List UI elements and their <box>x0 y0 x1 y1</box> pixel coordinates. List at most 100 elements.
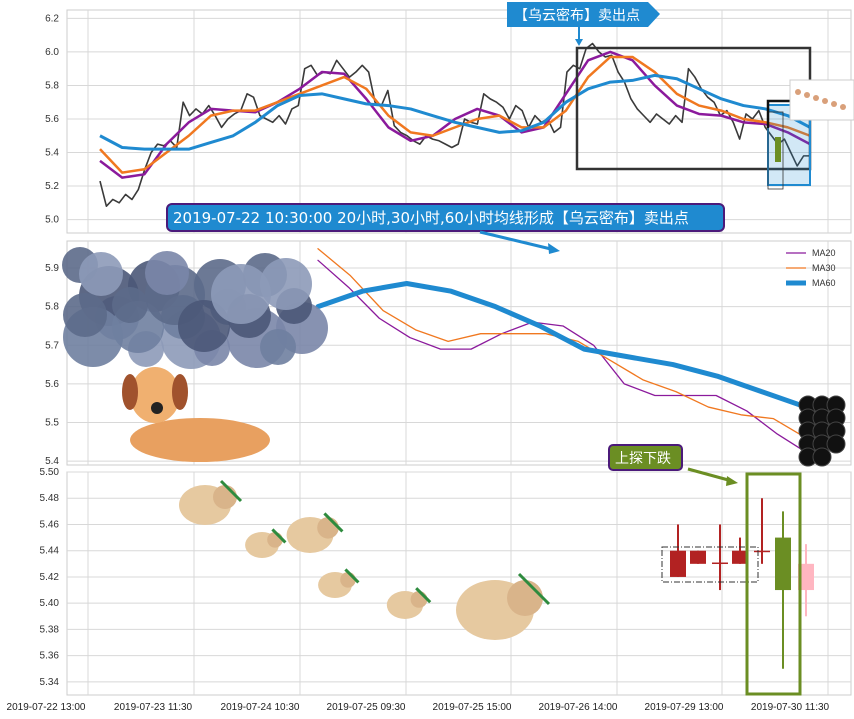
flying-dog <box>456 572 551 640</box>
dog-nose <box>151 402 163 414</box>
x-tick-label: 2019-07-25 09:30 <box>327 702 406 713</box>
candle-body <box>712 562 728 565</box>
thumbnail-dog <box>840 104 846 110</box>
candle-body <box>798 563 814 591</box>
cloud-blob <box>178 300 230 352</box>
candle-body <box>670 550 686 577</box>
flying-dog <box>286 512 344 553</box>
y-tick-label: 5.40 <box>40 598 60 609</box>
y-tick-label: 5.36 <box>40 651 60 662</box>
x-tick-label: 2019-07-25 15:00 <box>433 702 512 713</box>
dog-head <box>213 485 237 509</box>
dog-head <box>340 572 356 588</box>
candle-body <box>690 550 706 564</box>
series-ma20 <box>317 259 809 455</box>
propeller <box>517 572 551 606</box>
legend-label: MA30 <box>812 263 836 273</box>
thumbnail-dog <box>804 92 810 98</box>
y-tick-label: 5.38 <box>40 624 60 635</box>
bracket-mark <box>766 99 790 128</box>
y-tick-label: 5.50 <box>40 467 60 478</box>
arrow-shaft <box>479 230 556 252</box>
arrow-head <box>726 476 738 486</box>
annotation-box <box>608 444 683 471</box>
thumbnail-dog <box>822 98 828 104</box>
series-ma60 <box>99 73 811 151</box>
x-tick-label: 2019-07-22 13:00 <box>7 702 86 713</box>
candle-panel: 5.34 5.36 5.38 5.40 5.42 5.44 5.46 5.48 5.50 2019… <box>7 467 852 713</box>
y-tick-label: 5.2 <box>45 181 59 192</box>
legend-label: MA60 <box>812 278 836 288</box>
dog-illustration <box>122 367 270 462</box>
price-panel: 5.0 5.2 5.4 5.6 5.8 6.0 6.2 <box>45 9 854 234</box>
cloud-blob <box>211 264 271 324</box>
propeller <box>323 512 344 533</box>
dog-head <box>130 367 180 423</box>
cloud-blob <box>145 251 189 295</box>
y-tick-label: 5.4 <box>45 456 59 467</box>
y-tick-label: 5.9 <box>45 263 59 274</box>
dog-body <box>130 418 270 462</box>
dog-ear <box>172 374 188 410</box>
mini-candle <box>775 137 781 162</box>
decorations <box>62 247 846 640</box>
inset-thumbnail <box>789 79 854 121</box>
y-tick-label: 5.8 <box>45 302 59 313</box>
cloud-blob <box>112 287 148 323</box>
dog-head <box>410 591 428 608</box>
candle <box>732 537 748 564</box>
annotations: 【乌云密布】卖出点 2019-07-22 10:30:00 20小时,30小时,6… <box>166 2 738 486</box>
dark-cloud-blob <box>826 434 846 454</box>
x-tick-label: 2019-07-23 11:30 <box>114 702 193 713</box>
propeller <box>271 528 287 544</box>
candle-body <box>775 537 791 591</box>
y-tick-label: 5.34 <box>40 677 60 688</box>
annotation-box <box>166 203 725 232</box>
annotation-probe-up-fall: 上探下跌 <box>608 444 738 486</box>
y-tick-label: 6.0 <box>45 47 59 58</box>
candle-body <box>732 550 748 564</box>
dog-head <box>317 517 339 539</box>
cloud-blob <box>260 329 296 365</box>
thumbnail-dog <box>813 95 819 101</box>
arrow-head <box>575 39 583 46</box>
legend-label: MA20 <box>812 248 836 258</box>
flying-dog <box>179 479 243 525</box>
candle-body <box>754 550 770 553</box>
y-tick-label: 5.48 <box>40 493 60 504</box>
highlight-box-green <box>745 472 802 696</box>
y-tick-label: 5.0 <box>45 215 59 226</box>
series-close <box>99 42 810 207</box>
candle <box>690 550 706 564</box>
x-tick-label: 2019-07-24 10:30 <box>221 702 300 713</box>
y-tick-label: 5.8 <box>45 80 59 91</box>
candle <box>798 544 814 617</box>
dog-head <box>267 532 283 548</box>
dog-ear <box>122 374 138 410</box>
y-tick-label: 5.42 <box>40 572 60 583</box>
candle <box>775 511 791 669</box>
annotation-text: 【乌云密布】卖出点 <box>514 7 640 24</box>
y-tick-label: 6.2 <box>45 13 59 24</box>
flying-dog <box>318 568 360 598</box>
thumbnail-dog <box>795 89 801 95</box>
x-tick-label: 2019-07-29 13:00 <box>645 702 724 713</box>
arrow-shaft <box>687 467 733 483</box>
x-tick-label: 2019-07-26 14:00 <box>539 702 618 713</box>
cloud-blob <box>79 252 123 296</box>
flying-dog <box>245 528 287 558</box>
dark-cloud-blob <box>812 447 832 467</box>
highlight-box-inner <box>767 111 784 190</box>
candle <box>712 524 728 591</box>
thumbnail-dog <box>831 101 837 107</box>
series-ma30 <box>99 55 811 174</box>
candle <box>670 524 686 577</box>
y-tick-label: 5.4 <box>45 148 59 159</box>
propeller <box>415 587 432 604</box>
y-tick-label: 5.7 <box>45 340 59 351</box>
flying-dog <box>386 587 432 619</box>
label-arrow-shape <box>507 2 660 27</box>
series-ma60 <box>315 280 809 410</box>
annotation-ma-crossover: 2019-07-22 10:30:00 20小时,30小时,60小时均线形成【乌… <box>166 203 725 254</box>
propeller <box>344 568 360 584</box>
